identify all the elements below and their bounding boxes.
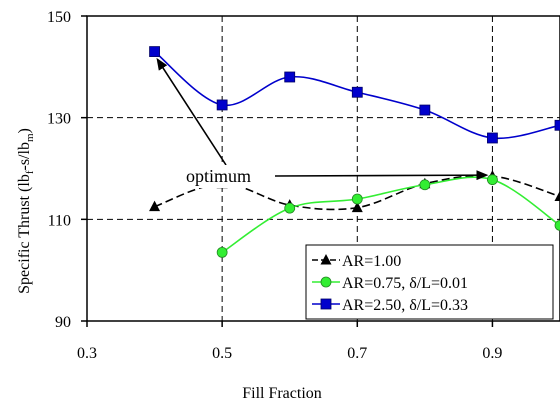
series-1-line <box>221 176 560 254</box>
y-axis-label-sub-m: m <box>24 133 36 142</box>
x-tick-label-1: 0.5 <box>212 345 232 362</box>
optimum-annotation: optimum <box>156 57 489 188</box>
y-axis-label: Specific Thrust (lbf-s/lbm) <box>16 128 36 294</box>
series-0-point-3 <box>351 201 363 213</box>
optimum-arrow-left <box>156 57 227 166</box>
legend-label-0: AR=1.00 <box>342 253 401 270</box>
optimum-arrow-right <box>274 170 489 181</box>
y-axis-label-sub-f: f <box>24 170 36 174</box>
x-tick-label-2: 0.7 <box>347 345 367 362</box>
y-axis-label-main: Specific Thrust (lb <box>16 174 33 294</box>
y-tick-label-0: 90 <box>55 314 71 331</box>
legend-swatch-marker-1 <box>320 276 332 288</box>
series-1-point-4 <box>487 174 498 186</box>
series-1 <box>216 174 560 258</box>
plot-area-frame <box>86 15 560 322</box>
series-1-point-1 <box>284 202 296 214</box>
y-tick-label-3: 150 <box>47 9 71 26</box>
series-2-point-2 <box>284 71 296 83</box>
series-1-point-2 <box>351 193 363 205</box>
legend-box <box>305 244 554 320</box>
series-0-point-0 <box>149 200 161 212</box>
x-axis-label: Fill Fraction <box>242 385 322 402</box>
y-tick-label-2: 130 <box>47 111 71 128</box>
series-1-point-5 <box>554 220 560 231</box>
x-tick-label-0: 0.3 <box>77 345 97 362</box>
legend-label-2: AR=2.50, δ/L=0.33 <box>342 297 468 314</box>
series-2-point-6 <box>554 119 560 131</box>
legend-label-1: AR=0.75, δ/L=0.01 <box>342 275 468 292</box>
series-2-point-0 <box>149 46 160 57</box>
legend-entry-0: AR=1.00 <box>312 253 401 270</box>
series-2-point-1 <box>216 99 228 111</box>
data-series <box>149 46 560 258</box>
series-2 <box>149 46 560 144</box>
series-1-point-0 <box>216 246 228 258</box>
axis-ticks: 0.3 0.5 0.7 0.9 90 110 130 150 <box>47 9 502 362</box>
optimum-label: optimum <box>186 166 251 186</box>
y-axis-label-mid: -s/lb <box>16 142 33 170</box>
legend-swatch-marker-0 <box>320 254 332 265</box>
y-tick-label-1: 110 <box>48 212 71 229</box>
legend-entry-1: AR=0.75, δ/L=0.01 <box>312 275 468 292</box>
x-tick-label-3: 0.9 <box>482 345 502 362</box>
series-2-point-5 <box>487 132 498 144</box>
optimum-label-background <box>183 165 275 188</box>
series-2-point-4 <box>419 104 431 116</box>
series-2-point-3 <box>351 86 363 98</box>
series-0-point-6 <box>554 190 560 201</box>
legend-swatch-marker-2 <box>320 298 332 310</box>
legend: AR=1.00 AR=0.75, δ/L=0.01 AR=2.50, δ/L=0.3… <box>305 244 554 320</box>
y-axis-label-end: ) <box>16 128 33 133</box>
legend-entry-2: AR=2.50, δ/L=0.33 <box>312 297 468 314</box>
series-1-point-3 <box>419 179 431 191</box>
